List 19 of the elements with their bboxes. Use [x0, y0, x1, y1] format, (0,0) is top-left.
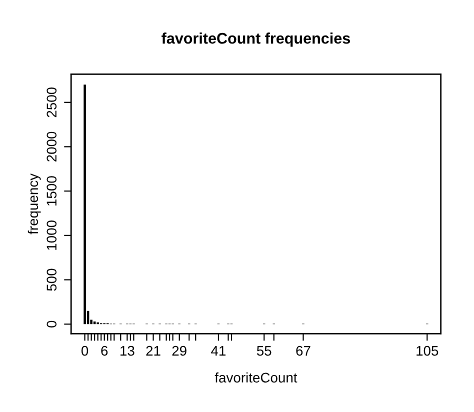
chart-title: favoriteCount frequencies: [162, 32, 350, 47]
bar: [84, 84, 86, 324]
x-tick-label: 41: [211, 346, 226, 356]
y-tick-label: 2500: [46, 87, 57, 118]
x-tick-label: 105: [416, 346, 438, 356]
x-tick-label: 21: [146, 346, 160, 356]
y-tick-label: 500: [46, 268, 57, 291]
x-tick-label: 29: [172, 346, 186, 356]
x-tick-label: 6: [101, 346, 108, 356]
x-axis-title: favoriteCount: [214, 372, 298, 383]
y-tick-label: 0: [46, 320, 57, 328]
x-tick-label: 0: [81, 346, 88, 356]
y-tick-label: 1000: [46, 220, 57, 250]
x-tick-label: 13: [120, 346, 134, 356]
y-tick-label: 2000: [46, 132, 57, 162]
x-tick-label: 55: [256, 346, 272, 356]
x-tick-label: 67: [296, 346, 310, 356]
y-tick-label: 1500: [46, 176, 57, 206]
y-axis-title: frequency: [28, 173, 41, 234]
